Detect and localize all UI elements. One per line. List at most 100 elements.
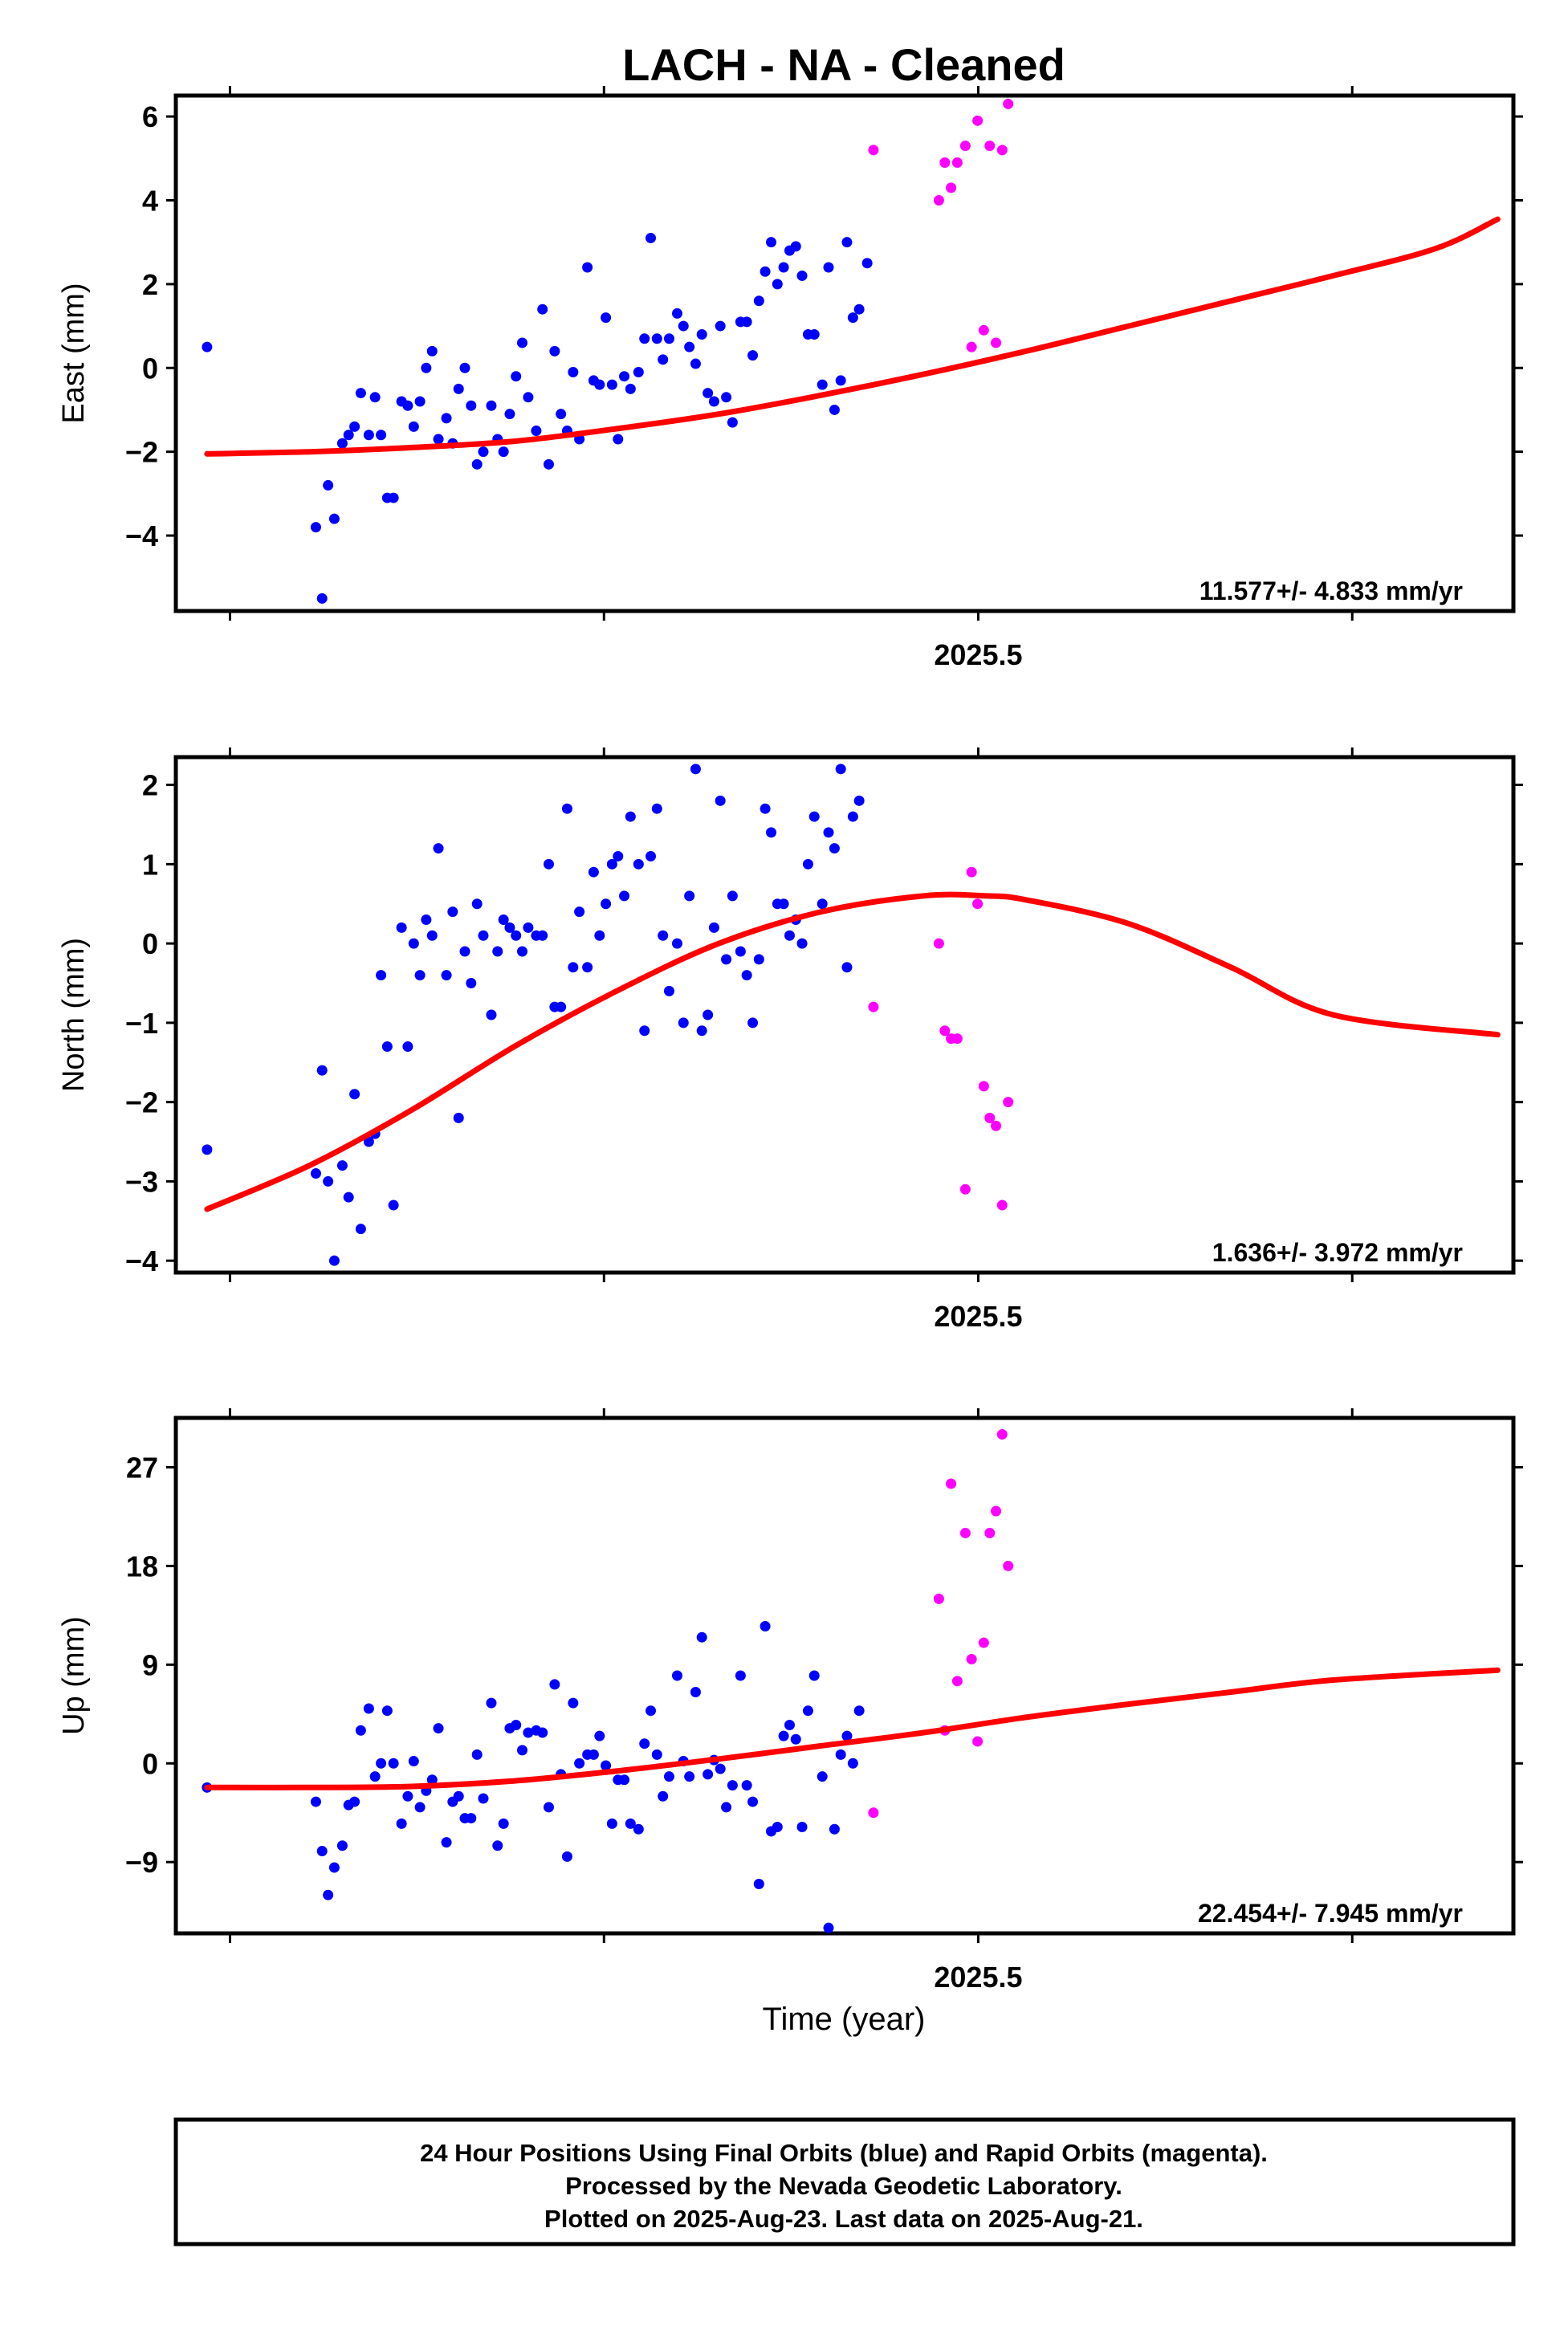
north-final-point: [721, 954, 732, 965]
up-rapid-point: [978, 1637, 989, 1648]
up-final-point: [594, 1730, 605, 1741]
east-final-point: [594, 379, 605, 390]
east-final-point: [790, 241, 801, 252]
north-final-point: [396, 922, 407, 933]
north-final-point: [537, 930, 548, 941]
footer-line-2: Processed by the Nevada Geodetic Laborat…: [565, 2172, 1122, 2200]
up-y-tick-label: 27: [126, 1451, 158, 1484]
east-final-point: [523, 392, 534, 403]
north-final-point: [328, 1255, 340, 1266]
up-final-point: [511, 1719, 522, 1730]
north-final-point: [823, 827, 834, 838]
east-final-point: [486, 400, 497, 411]
north-final-point: [504, 922, 515, 933]
north-final-point: [421, 914, 432, 925]
east-final-point: [847, 312, 858, 324]
east-final-point: [543, 458, 554, 470]
up-fit-curve: [204, 1667, 1501, 1790]
north-final-point: [778, 898, 789, 910]
east-final-point: [402, 400, 413, 411]
north-final-point: [447, 906, 458, 918]
east-final-point: [606, 379, 617, 390]
up-final-point: [363, 1703, 374, 1714]
up-final-point: [633, 1823, 644, 1835]
up-final-point: [588, 1749, 599, 1760]
north-final-point: [671, 938, 682, 949]
north-final-point: [388, 1200, 399, 1211]
east-final-point: [817, 379, 828, 390]
north-y-tick-label: 2: [142, 769, 158, 802]
north-final-point: [202, 1144, 213, 1155]
north-x-tick-label: 2025.5: [934, 1300, 1022, 1333]
east-rapid-point: [984, 141, 996, 152]
north-final-point: [802, 858, 813, 870]
north-rapid-point: [868, 1001, 879, 1012]
north-final-point: [835, 764, 846, 775]
east-final-point: [478, 446, 489, 458]
east-rapid-point: [972, 115, 984, 126]
north-final-point: [568, 962, 579, 973]
north-final-point: [684, 890, 695, 902]
up-rapid-point: [991, 1505, 1002, 1517]
north-final-point: [498, 914, 509, 925]
north-frame: [173, 755, 1516, 1275]
up-rapid-point: [984, 1527, 996, 1538]
up-final-point: [847, 1758, 858, 1769]
up-final-point: [601, 1760, 612, 1771]
up-final-point: [355, 1725, 366, 1736]
east-final-point: [363, 430, 374, 441]
up-final-point: [671, 1670, 682, 1681]
up-final-point: [727, 1780, 738, 1791]
up-final-point: [741, 1780, 752, 1791]
east-final-point: [690, 358, 701, 369]
east-x-tick-label: 2025.5: [934, 638, 1022, 671]
up-final-point: [829, 1823, 840, 1835]
up-final-point: [466, 1813, 477, 1824]
north-final-point: [556, 1001, 567, 1012]
up-final-point: [651, 1749, 662, 1760]
north-rapid-point: [1003, 1097, 1014, 1108]
east-final-point: [796, 270, 808, 281]
east-panel: −4 −2 0 2 4 6 2025.5 East (mm) 11.577+/- 4.833 m…: [57, 86, 1523, 671]
north-final-point: [747, 1017, 759, 1029]
north-final-point: [766, 827, 777, 838]
east-y-tick-label: 4: [142, 184, 158, 217]
east-final-point: [355, 388, 366, 399]
north-final-point: [735, 946, 746, 957]
north-final-point: [343, 1191, 354, 1203]
up-x-tick-label: 2025.5: [934, 1961, 1022, 1994]
north-final-point: [753, 954, 764, 965]
north-final-point: [727, 890, 738, 902]
up-final-point: [658, 1790, 669, 1802]
up-final-point: [414, 1802, 426, 1813]
up-final-point: [808, 1670, 820, 1681]
north-y-tick-label: −1: [125, 1007, 158, 1040]
east-final-point: [619, 371, 630, 382]
north-final-point: [323, 1175, 334, 1187]
east-y-tick-label: −4: [125, 519, 158, 552]
east-final-point: [453, 383, 464, 394]
north-final-point: [363, 1136, 374, 1147]
up-final-point: [316, 1846, 328, 1857]
east-final-point: [772, 279, 783, 290]
up-rapid-point: [966, 1654, 977, 1665]
up-final-point: [486, 1697, 497, 1709]
up-final-point: [625, 1818, 636, 1829]
north-final-point: [808, 811, 820, 822]
north-final-point: [613, 850, 624, 862]
east-final-point: [376, 430, 387, 441]
east-rapid-point: [946, 182, 957, 193]
up-final-point: [760, 1621, 771, 1632]
east-final-point: [323, 479, 334, 491]
north-final-point: [703, 1009, 714, 1020]
up-final-point: [639, 1738, 650, 1749]
north-y-tick-label: 1: [142, 848, 158, 881]
up-final-point: [802, 1705, 813, 1717]
north-final-point: [841, 962, 853, 973]
north-rapid-point: [978, 1081, 989, 1092]
east-final-point: [316, 593, 328, 604]
x-axis-label: Time (year): [763, 2002, 926, 2037]
up-y-axis-label: Up (mm): [57, 1616, 91, 1735]
up-final-point: [703, 1769, 714, 1780]
